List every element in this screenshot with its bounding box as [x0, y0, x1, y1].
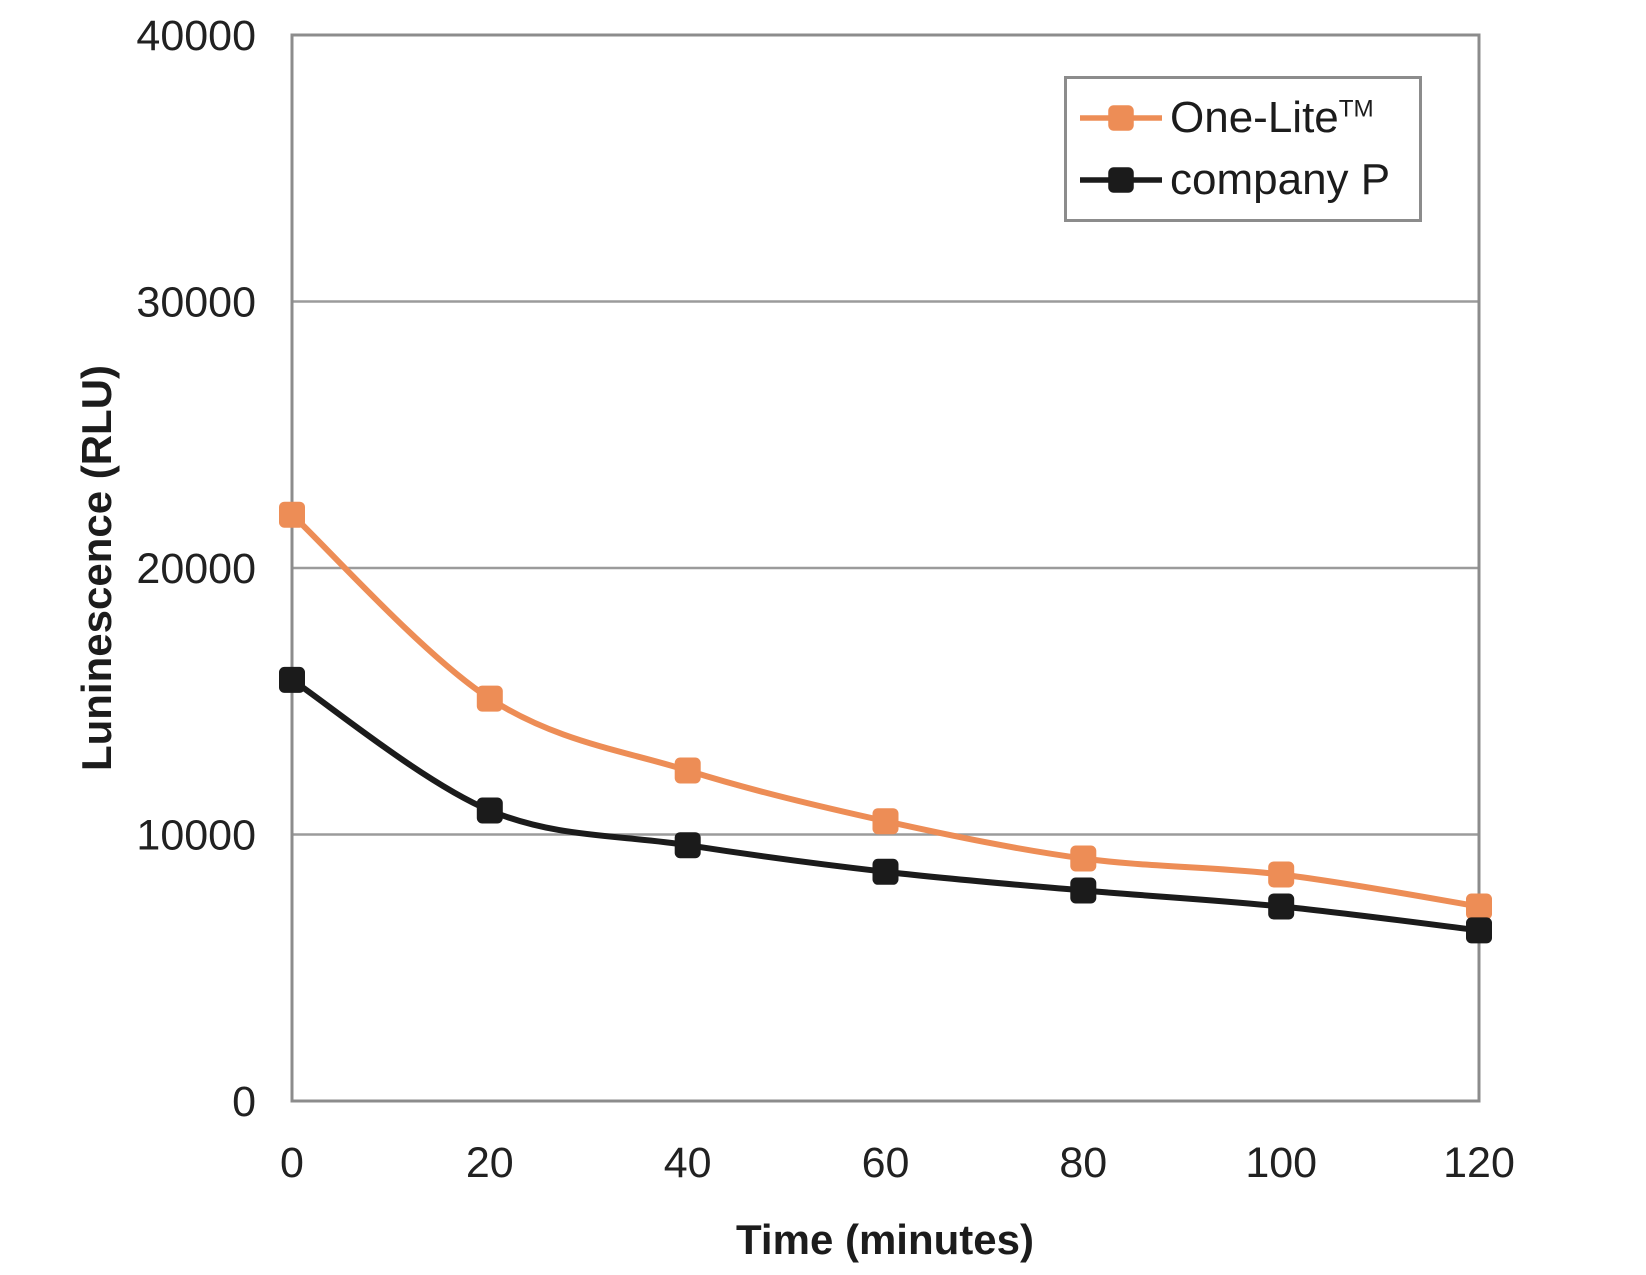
series-line-1 — [289, 676, 1482, 934]
legend-label-text: company P — [1170, 154, 1391, 204]
series-0-marker-1 — [476, 685, 503, 712]
trademark-superscript: TM — [1338, 95, 1374, 123]
series-1-marker-1 — [476, 797, 503, 824]
x-tick-label: 120 — [1443, 1139, 1515, 1187]
y-tick-label: 20000 — [136, 545, 256, 593]
series-1-marker-3 — [872, 858, 899, 885]
legend-key-one-lite-icon — [1080, 105, 1162, 132]
x-tick-label: 60 — [862, 1139, 910, 1187]
x-tick-label: 40 — [664, 1139, 712, 1187]
series-1-marker-5 — [1268, 893, 1295, 920]
y-axis-title: Luninescence (RLU) — [73, 364, 120, 772]
series-0-marker-4 — [1070, 845, 1097, 872]
legend-label-one-lite: One-LiteTM — [1170, 96, 1374, 140]
x-tick-label: 20 — [466, 1139, 514, 1187]
series-0-marker-5 — [1268, 861, 1295, 888]
series-0-marker-0 — [279, 501, 305, 528]
series-0-marker-3 — [872, 808, 899, 835]
x-tick-label: 0 — [280, 1139, 304, 1187]
y-tick-label: 40000 — [136, 12, 256, 60]
series-0-marker-6 — [1466, 893, 1492, 920]
x-axis-title: Time (minutes) — [736, 1216, 1034, 1263]
y-tick-label: 30000 — [136, 279, 256, 327]
series-1-marker-6 — [1466, 917, 1492, 944]
series-1-marker-4 — [1070, 877, 1097, 904]
x-tick-label: 100 — [1245, 1139, 1317, 1187]
plot-border — [290, 33, 1481, 1103]
legend-key-company-p-icon — [1080, 166, 1162, 193]
legend-item-company-p: company P — [1080, 154, 1419, 204]
y-tick-label: 10000 — [136, 812, 256, 860]
legend-label-company-p: company P — [1170, 154, 1391, 204]
legend-label-text: One-Lite — [1170, 93, 1339, 143]
series-0-marker-2 — [674, 757, 701, 784]
series-1-marker-0 — [279, 666, 305, 693]
legend-item-one-lite: One-LiteTM — [1080, 96, 1419, 140]
series-1-marker-2 — [674, 832, 701, 859]
series-line-0 — [289, 511, 1482, 910]
legend: One-LiteTM company P — [1064, 76, 1422, 222]
y-tick-label: 0 — [232, 1078, 256, 1126]
x-tick-label: 80 — [1059, 1139, 1107, 1187]
